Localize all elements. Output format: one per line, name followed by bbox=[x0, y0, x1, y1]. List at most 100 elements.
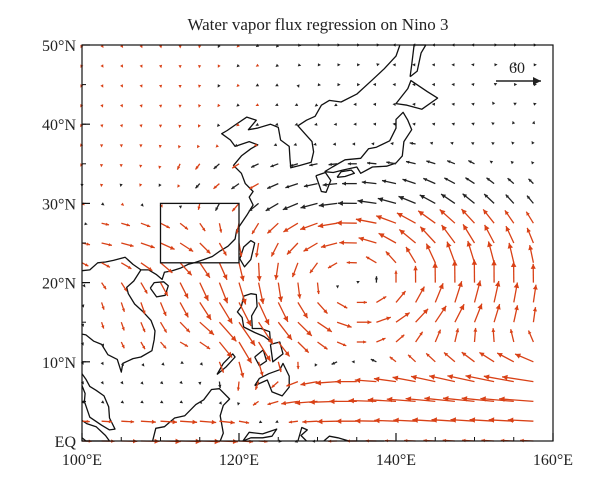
wind-vector bbox=[140, 242, 155, 249]
vector-head bbox=[423, 178, 428, 182]
wind-vector bbox=[236, 83, 240, 87]
vector-head bbox=[198, 400, 203, 404]
wind-vector bbox=[442, 396, 475, 403]
wind-vector bbox=[492, 101, 496, 105]
wind-vector bbox=[238, 341, 253, 364]
vector-head bbox=[139, 164, 143, 168]
wind-vector bbox=[178, 145, 181, 149]
wind-vector bbox=[377, 197, 397, 205]
vector-head bbox=[281, 400, 287, 406]
wind-vector bbox=[258, 321, 274, 345]
vector-head bbox=[286, 334, 292, 340]
wind-vector bbox=[199, 242, 211, 255]
vector-head bbox=[161, 362, 165, 366]
vector-head bbox=[211, 419, 217, 425]
wind-vector bbox=[461, 208, 475, 224]
wind-vector bbox=[254, 381, 260, 391]
wind-vector bbox=[489, 160, 494, 164]
wind-vector bbox=[441, 224, 456, 244]
vector-head bbox=[392, 63, 396, 67]
vector-head bbox=[213, 185, 217, 189]
vector-head bbox=[426, 353, 430, 357]
wind-vector bbox=[288, 420, 298, 424]
japan-shikoku-coastline bbox=[336, 169, 356, 178]
vector-head bbox=[347, 162, 351, 166]
vector-head bbox=[317, 83, 321, 87]
wind-vector bbox=[514, 353, 534, 363]
vector-head bbox=[513, 102, 517, 106]
wind-vector bbox=[370, 358, 377, 363]
vector-head bbox=[413, 265, 418, 271]
vector-head bbox=[100, 183, 104, 188]
vector-head bbox=[332, 142, 336, 146]
vector-head bbox=[151, 419, 156, 424]
vector-head bbox=[392, 102, 396, 106]
japan-kyushu-coastline bbox=[315, 171, 332, 193]
wind-vector bbox=[267, 400, 279, 406]
wind-vector bbox=[513, 83, 518, 87]
wind-vector bbox=[179, 321, 191, 333]
wind-vector bbox=[313, 142, 317, 146]
vector-head bbox=[336, 418, 342, 424]
vector-head bbox=[100, 381, 104, 385]
vector-head bbox=[274, 274, 279, 280]
wind-vector bbox=[120, 282, 128, 292]
wind-vector bbox=[199, 282, 209, 302]
vector-head bbox=[471, 102, 475, 106]
vector-head bbox=[160, 400, 164, 404]
wind-vector bbox=[179, 341, 189, 348]
wind-vector bbox=[281, 400, 298, 406]
wind-vector bbox=[531, 141, 535, 145]
vector-head bbox=[510, 160, 514, 165]
wind-vector bbox=[493, 303, 501, 323]
wind-vector bbox=[443, 352, 456, 363]
vector-head bbox=[274, 122, 279, 126]
vector-head bbox=[532, 120, 535, 125]
wind-vector bbox=[533, 63, 537, 67]
wind-vector bbox=[199, 262, 211, 279]
vector-head bbox=[509, 329, 514, 333]
vector-head bbox=[108, 420, 112, 424]
vector-head bbox=[317, 418, 323, 425]
vector-head bbox=[342, 181, 346, 186]
taiwan-coastline bbox=[239, 239, 256, 268]
wind-vector bbox=[231, 163, 240, 169]
vector-head bbox=[492, 101, 496, 105]
wind-vector bbox=[462, 224, 476, 244]
wind-vector bbox=[300, 202, 318, 209]
vector-head bbox=[240, 372, 245, 378]
vector-head bbox=[164, 291, 168, 296]
wind-vector bbox=[336, 220, 357, 226]
wind-vector bbox=[256, 262, 262, 282]
vector-head bbox=[185, 328, 190, 333]
wind-vector bbox=[405, 160, 416, 165]
vector-head bbox=[140, 400, 144, 404]
wind-vector bbox=[178, 85, 182, 89]
vector-head bbox=[297, 294, 302, 299]
wind-vector bbox=[238, 302, 252, 327]
wind-vector bbox=[412, 417, 436, 423]
vector-head bbox=[197, 206, 201, 210]
wind-vector bbox=[296, 84, 300, 88]
wind-vector bbox=[101, 420, 113, 424]
vector-head bbox=[251, 164, 255, 168]
vector-head bbox=[476, 280, 482, 287]
vector-head bbox=[374, 276, 378, 280]
wind-vector bbox=[412, 63, 416, 67]
vector-head bbox=[208, 329, 214, 335]
vector-head bbox=[100, 164, 104, 168]
vector-head bbox=[505, 226, 511, 232]
vector-head bbox=[431, 417, 437, 423]
vector-head bbox=[367, 397, 374, 403]
wind-vector bbox=[289, 163, 299, 167]
wind-vector bbox=[303, 242, 318, 252]
wind-vector bbox=[274, 262, 279, 280]
wind-vector bbox=[386, 396, 416, 403]
wind-vector bbox=[100, 124, 104, 128]
vector-head bbox=[100, 361, 104, 366]
wind-vector bbox=[297, 63, 302, 67]
vector-head bbox=[335, 285, 339, 289]
y-tick-label: 50°N bbox=[42, 38, 76, 55]
vector-head bbox=[178, 124, 182, 129]
vector-head bbox=[277, 296, 284, 302]
